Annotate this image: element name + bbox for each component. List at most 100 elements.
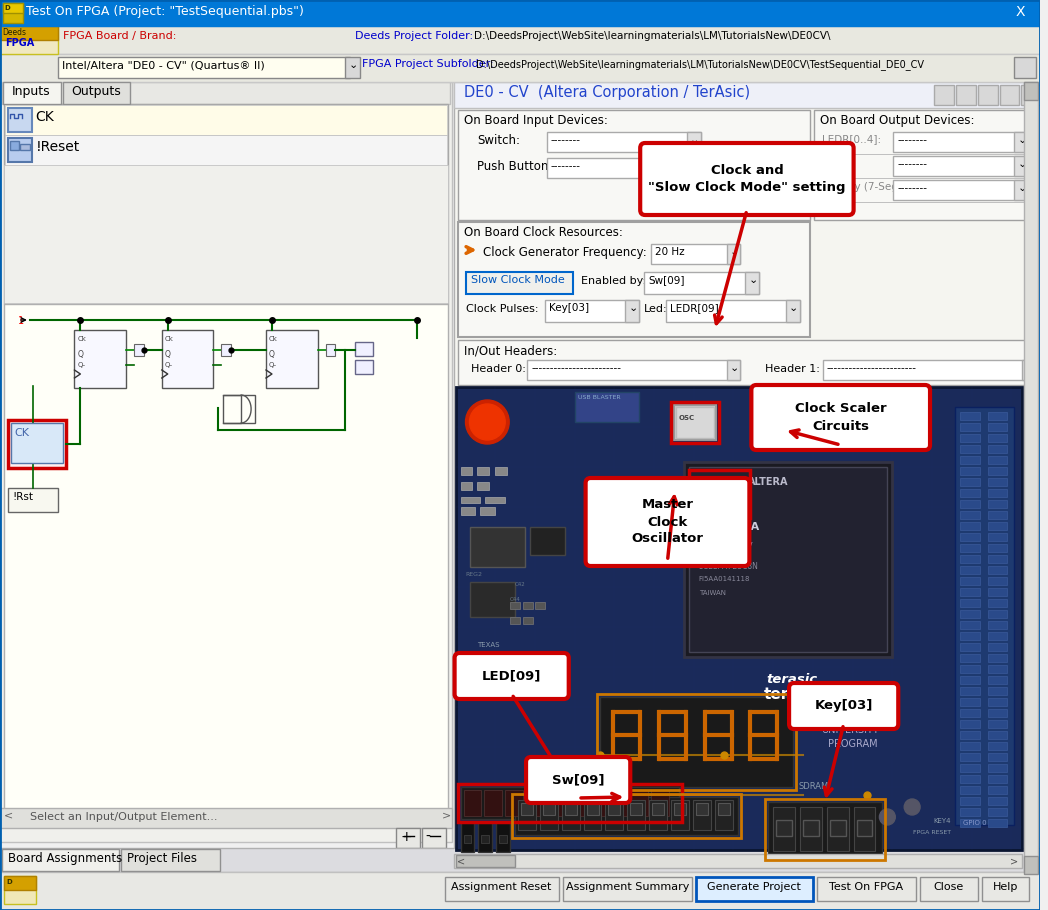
Bar <box>960 599 980 607</box>
Bar <box>956 85 976 105</box>
Text: On Board Clock Resources:: On Board Clock Resources: <box>463 226 623 239</box>
Bar <box>960 588 980 596</box>
Bar <box>803 820 818 836</box>
Bar <box>547 132 701 152</box>
Bar <box>223 395 255 423</box>
Bar <box>987 423 1007 431</box>
Text: terasic: terasic <box>766 673 817 686</box>
Bar <box>454 82 1039 872</box>
Bar <box>4 876 36 904</box>
Circle shape <box>470 404 505 440</box>
Bar <box>460 507 476 515</box>
Text: ⌄: ⌄ <box>629 303 637 313</box>
FancyBboxPatch shape <box>640 143 854 215</box>
Text: --------: -------- <box>897 183 927 193</box>
Text: ⌄: ⌄ <box>1018 183 1027 193</box>
Bar <box>960 775 980 783</box>
Bar <box>460 482 473 490</box>
Bar <box>684 462 892 657</box>
Text: Key[03]: Key[03] <box>549 303 589 313</box>
Text: ⌄: ⌄ <box>690 135 699 145</box>
Bar <box>987 489 1007 497</box>
Bar <box>4 165 447 303</box>
Bar <box>626 300 639 322</box>
Text: Push Button:: Push Button: <box>478 160 552 173</box>
Text: On Board Output Devices:: On Board Output Devices: <box>820 114 975 127</box>
Text: -: - <box>425 830 431 844</box>
Bar <box>823 360 1036 380</box>
Bar <box>718 803 729 815</box>
Bar <box>479 822 493 852</box>
Bar <box>0 848 1041 872</box>
Bar <box>1014 57 1036 78</box>
Bar <box>987 676 1007 684</box>
Text: <: < <box>4 810 14 820</box>
Bar <box>587 803 598 815</box>
Bar <box>765 799 886 860</box>
Bar <box>0 26 58 54</box>
Bar <box>396 828 420 848</box>
Bar <box>960 434 980 442</box>
Bar <box>326 344 335 356</box>
Bar <box>499 835 507 843</box>
Bar <box>987 445 1007 453</box>
Bar <box>3 3 23 23</box>
Bar <box>1023 360 1036 380</box>
Text: --------: -------- <box>897 135 927 145</box>
Bar <box>480 507 496 515</box>
Bar <box>596 694 796 790</box>
FancyBboxPatch shape <box>586 478 749 566</box>
Text: ⌄: ⌄ <box>748 275 758 285</box>
Bar <box>4 104 447 304</box>
Bar <box>987 566 1007 574</box>
Text: FPGA RESET: FPGA RESET <box>913 830 952 835</box>
Text: 1: 1 <box>18 316 24 326</box>
Bar <box>726 360 741 380</box>
Text: Ck: Ck <box>78 336 86 342</box>
Bar <box>568 790 586 816</box>
Bar <box>830 820 846 836</box>
Bar <box>893 180 1028 200</box>
Bar <box>628 800 646 830</box>
Bar <box>4 304 447 810</box>
Text: Header 1:: Header 1: <box>765 364 821 374</box>
Bar <box>20 144 29 150</box>
Bar <box>5 105 446 135</box>
Bar <box>460 467 473 475</box>
Bar <box>523 602 533 609</box>
Bar <box>960 786 980 794</box>
Circle shape <box>904 799 920 815</box>
Bar <box>574 392 639 422</box>
Text: Sw[09]: Sw[09] <box>648 275 684 285</box>
Bar <box>0 872 1041 910</box>
Text: LEDR[0..4]:: LEDR[0..4]: <box>822 134 881 144</box>
Bar <box>497 822 510 852</box>
Bar <box>458 340 1034 385</box>
Bar <box>987 808 1007 816</box>
FancyBboxPatch shape <box>526 757 630 803</box>
Bar <box>1022 85 1042 105</box>
Text: ⌄: ⌄ <box>1018 159 1027 169</box>
Text: Panasonic: Panasonic <box>465 692 511 701</box>
Text: REG2: REG2 <box>465 572 482 577</box>
Bar <box>460 497 480 503</box>
Bar <box>982 877 1029 901</box>
Bar <box>134 344 144 356</box>
Text: 20 Hz: 20 Hz <box>655 247 684 257</box>
Text: ⌄: ⌄ <box>690 161 699 171</box>
Bar <box>540 800 558 830</box>
Bar <box>960 808 980 816</box>
Bar <box>649 800 667 830</box>
Text: ------------------------: ------------------------ <box>827 363 917 373</box>
Text: ALTERA: ALTERA <box>828 707 886 721</box>
Bar <box>1014 180 1028 200</box>
Bar <box>987 588 1007 596</box>
Text: C42: C42 <box>516 582 526 587</box>
Bar <box>960 731 980 739</box>
Bar <box>987 797 1007 805</box>
Bar <box>960 577 980 585</box>
Bar <box>960 632 980 640</box>
Bar <box>745 272 760 294</box>
Bar <box>955 407 1014 825</box>
Bar <box>960 720 980 728</box>
